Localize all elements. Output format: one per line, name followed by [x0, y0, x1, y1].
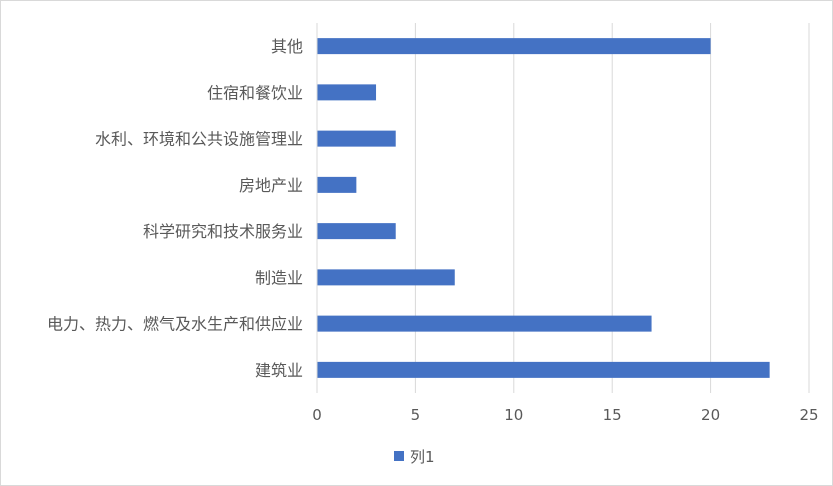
category-label: 水利、环境和公共设施管理业: [95, 130, 303, 149]
legend-swatch: [394, 451, 404, 461]
bar: [317, 84, 377, 101]
x-tick-label: 0: [312, 406, 322, 424]
category-label: 住宿和餐饮业: [207, 83, 303, 102]
gridlines: [414, 23, 810, 393]
x-tick-label: 10: [504, 406, 523, 424]
bar: [317, 315, 652, 332]
legend: 列1: [394, 448, 435, 466]
category-label: 制造业: [255, 268, 303, 287]
category-label: 建筑业: [255, 361, 303, 380]
bar: [317, 223, 396, 240]
bar: [317, 130, 396, 147]
bar: [317, 176, 357, 193]
category-labels: 其他住宿和餐饮业水利、环境和公共设施管理业房地产业科学研究和技术服务业制造业电力…: [47, 37, 303, 380]
x-tick-labels: 0 5 10 15 20 25: [312, 406, 818, 424]
category-label: 电力、热力、燃气及水生产和供应业: [47, 315, 303, 334]
x-tick-label: 20: [701, 406, 720, 424]
x-tick-label: 15: [603, 406, 622, 424]
bar: [317, 361, 770, 378]
x-tick-label: 5: [411, 406, 421, 424]
category-label: 其他: [271, 37, 303, 56]
bars: [317, 38, 770, 378]
category-label: 科学研究和技术服务业: [143, 222, 303, 241]
bar: [317, 38, 711, 55]
x-tick-label: 25: [799, 406, 818, 424]
legend-label: 列1: [410, 448, 435, 466]
category-label: 房地产业: [239, 176, 303, 195]
bar: [317, 269, 455, 286]
